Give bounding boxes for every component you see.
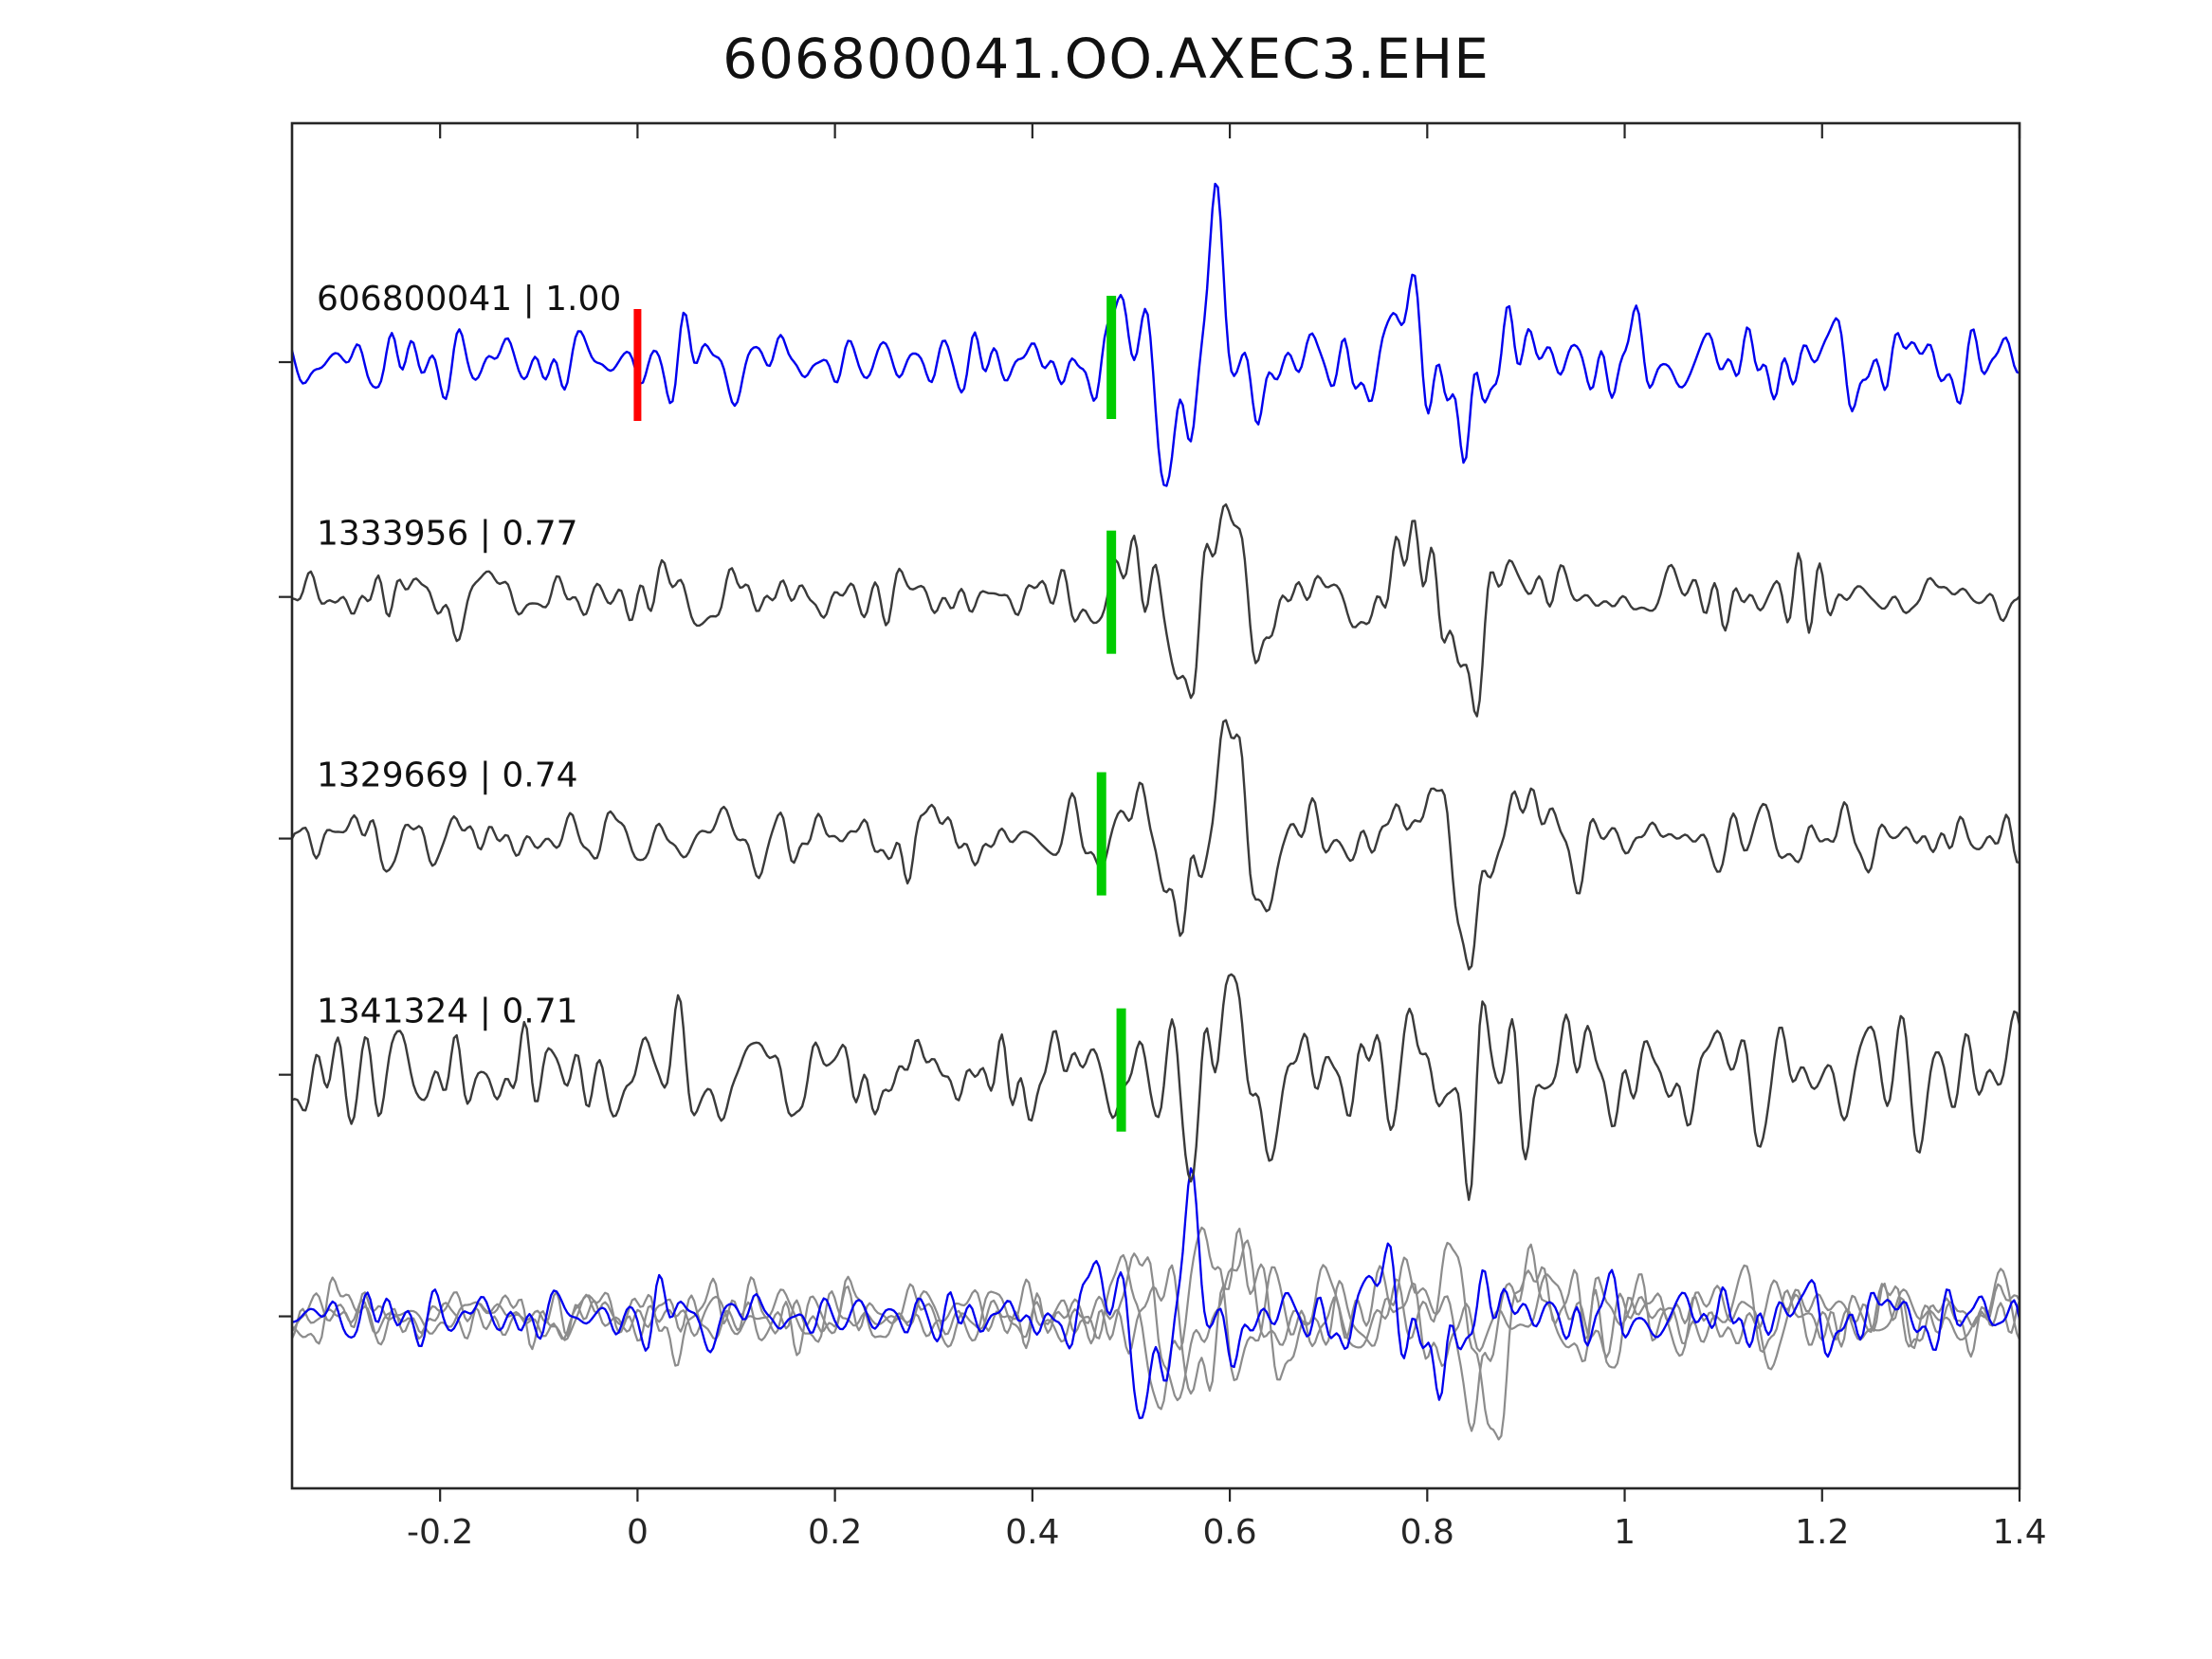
x-tick-label: 1 [1614, 1513, 1636, 1552]
waveform-trace-1341324 [292, 973, 2020, 1201]
reference-time-marker [633, 309, 642, 421]
x-tick-label: 0.8 [1400, 1513, 1454, 1552]
page-title: 606800041.OO.AXEC3.EHE [722, 27, 1490, 91]
waveform-layer [292, 182, 2020, 1441]
x-tick-label: 0.2 [808, 1513, 862, 1552]
x-tick-label: 0.6 [1202, 1513, 1256, 1552]
overlay-gray-trace-1341324 [292, 1227, 2020, 1441]
pick-time-marker-1341324 [1116, 1008, 1126, 1132]
trace-label-1329669: 1329669 | 0.74 [317, 757, 578, 795]
x-tick-label: -0.2 [407, 1513, 473, 1552]
x-tick-label: 1.2 [1795, 1513, 1849, 1552]
pick-time-marker-606800041 [1106, 296, 1117, 419]
waveform-trace-1329669 [292, 719, 2020, 971]
overlay-reference-trace [292, 1167, 2020, 1420]
trace-label-606800041: 606800041 | 1.00 [317, 280, 621, 319]
trace-label-1341324: 1341324 | 0.71 [317, 993, 578, 1031]
x-tick-label: 0.4 [1005, 1513, 1059, 1552]
x-tick-label: 0 [627, 1513, 649, 1552]
waveform-trace-1333956 [292, 502, 2020, 718]
plot-frame [290, 121, 2021, 1490]
pick-time-marker-1329669 [1096, 772, 1106, 896]
trace-label-1333956: 1333956 | 0.77 [317, 515, 578, 554]
pick-time-marker-1333956 [1106, 530, 1117, 654]
waveform-trace-606800041 [292, 182, 2020, 487]
x-tick-label: 1.4 [1992, 1513, 2046, 1552]
